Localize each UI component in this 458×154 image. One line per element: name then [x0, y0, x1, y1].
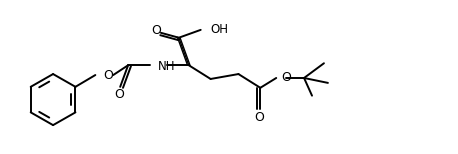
Text: O: O: [104, 69, 113, 81]
Text: O: O: [254, 111, 264, 124]
Text: NH: NH: [158, 60, 175, 73]
Text: O: O: [114, 88, 124, 101]
Text: O: O: [281, 71, 291, 85]
Text: OH: OH: [211, 23, 229, 36]
Text: O: O: [151, 24, 161, 37]
